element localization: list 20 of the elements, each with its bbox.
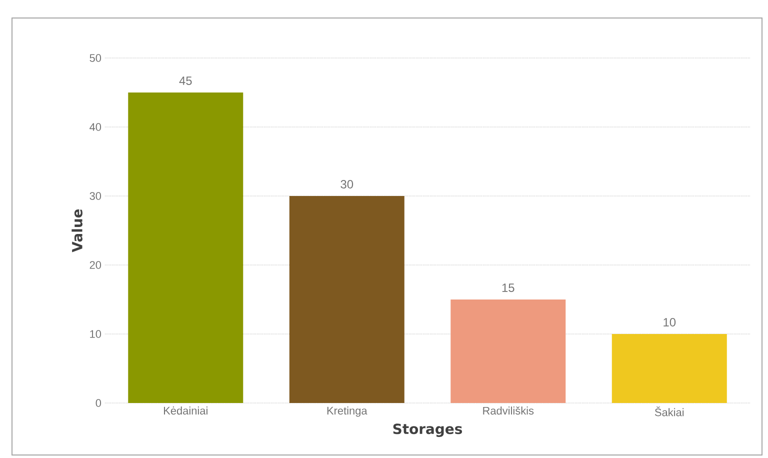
y-tick-label: 0 [96, 399, 102, 407]
data-label: 45 [179, 76, 192, 85]
y-tick-label: 30 [90, 192, 102, 200]
y-tick-label: 40 [90, 123, 102, 131]
x-axis-title: Storages [393, 424, 462, 437]
x-tick-label: Radviliškis [483, 406, 534, 415]
data-label: 15 [502, 284, 514, 292]
y-axis-title: Value [72, 209, 82, 252]
bar [612, 334, 727, 403]
y-tick-label: 50 [90, 54, 102, 62]
data-label: 10 [664, 318, 676, 326]
bar [450, 300, 566, 403]
data-label: 30 [340, 180, 354, 188]
x-tick-label: Šakiai [654, 406, 684, 416]
y-tick-label: 10 [90, 330, 102, 338]
y-tick-label: 20 [90, 261, 102, 269]
bar [289, 196, 404, 403]
bar [128, 92, 244, 403]
x-tick-label: Kretinga [327, 406, 368, 417]
x-tick-label: Kėdainiai [164, 406, 208, 415]
